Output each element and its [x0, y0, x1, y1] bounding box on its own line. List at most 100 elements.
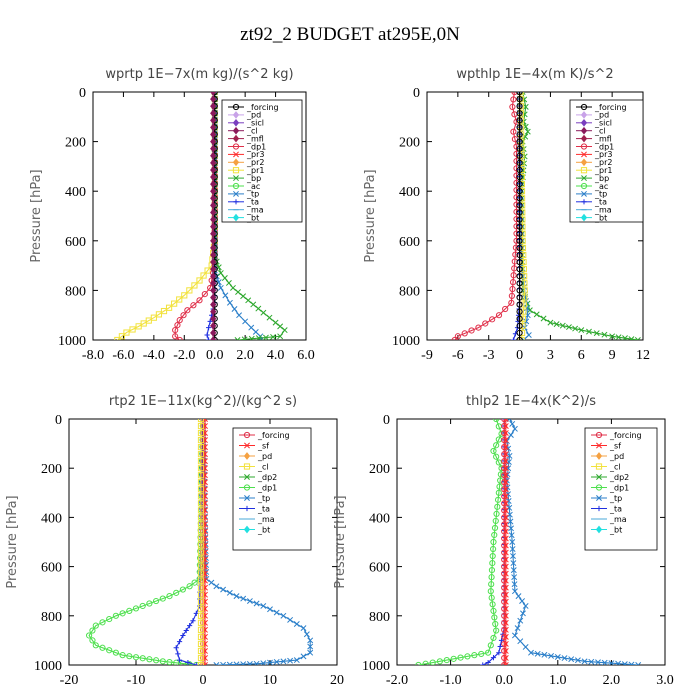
data-point — [197, 451, 205, 458]
legend-entry: _sf — [239, 441, 269, 450]
plot-frame — [92, 91, 307, 341]
data-point — [160, 307, 168, 315]
y-tick-label: 0 — [79, 86, 86, 101]
data-point — [443, 656, 450, 664]
data-point — [307, 649, 314, 656]
data-point — [520, 258, 527, 266]
series-dp1 — [415, 419, 505, 665]
data-point — [191, 282, 198, 289]
data-point — [516, 166, 523, 174]
data-point — [502, 521, 509, 528]
data-point — [533, 311, 540, 318]
legend-entry: _bp — [576, 174, 609, 183]
legend-entry: _pr1 — [228, 166, 264, 175]
panel-2: wpthlp 1E−4x(m K)/s^2 Pressure [hPa] -9 -6 -… — [363, 67, 650, 363]
data-point — [266, 314, 273, 321]
legend-entry: _ta — [591, 504, 622, 513]
legend-marker — [244, 474, 250, 480]
legend-marker — [596, 442, 602, 449]
x-tick-label: -6 — [452, 348, 464, 363]
legend-label: _dp1 — [609, 483, 629, 492]
legend: _forcing_sf _pd_cl _dp2_dp1 _tp_ta _ma_bt — [584, 427, 658, 551]
panel-1: wprtp 1E−7x(m kg)/(s^2 kg) Pressure [hPa]… — [29, 67, 315, 363]
data-point — [508, 292, 516, 300]
data-point — [522, 603, 529, 609]
legend-marker — [580, 111, 588, 119]
data-point — [210, 236, 217, 245]
data-point — [217, 270, 224, 276]
legend-marker — [232, 182, 240, 190]
data-point — [173, 589, 180, 596]
data-point — [502, 633, 509, 640]
panel-title: wprtp 1E−7x(m kg)/(s^2 kg) — [105, 67, 293, 82]
data-point — [153, 597, 160, 605]
y-tick-label: 200 — [399, 136, 420, 151]
legend-entry: _dp2 — [591, 473, 629, 482]
data-point — [165, 304, 173, 311]
data-point — [501, 465, 508, 472]
data-point — [502, 500, 509, 507]
data-point — [516, 117, 523, 124]
data-point — [210, 215, 217, 224]
x-tick-label: -20 — [60, 673, 79, 688]
data-point — [524, 128, 531, 135]
y-tick-label: 800 — [41, 610, 62, 625]
data-point — [179, 586, 186, 593]
data-point — [280, 612, 287, 619]
data-point — [210, 95, 217, 103]
data-point — [210, 229, 217, 238]
data-point — [516, 202, 523, 209]
data-point — [601, 331, 608, 338]
data-point — [507, 432, 514, 438]
legend-label: _dp2 — [257, 473, 277, 482]
data-point — [106, 647, 113, 654]
y-tick-label: 600 — [369, 561, 390, 576]
data-point — [516, 173, 523, 181]
data-point — [509, 285, 516, 293]
legend-entry: _ma — [228, 206, 264, 215]
legend-label: _bt — [257, 525, 270, 534]
data-point — [506, 452, 513, 459]
data-point — [197, 591, 205, 598]
legend-marker — [596, 474, 602, 480]
data-point — [197, 654, 205, 662]
data-point — [509, 546, 516, 552]
legend-marker — [580, 182, 588, 190]
data-point — [126, 607, 133, 614]
series-cl — [197, 419, 205, 665]
data-point — [172, 333, 179, 340]
data-point — [210, 109, 217, 118]
legend-marker — [243, 525, 251, 534]
data-point — [303, 631, 310, 638]
data-point — [492, 517, 499, 525]
y-tick-label: 600 — [41, 561, 62, 576]
legend-marker — [233, 151, 239, 158]
data-point — [501, 472, 508, 479]
data-point — [525, 332, 532, 338]
data-point — [491, 614, 498, 621]
data-point — [196, 277, 203, 284]
data-point — [548, 652, 555, 659]
data-point — [184, 307, 191, 314]
data-point — [515, 312, 522, 318]
data-point — [210, 187, 217, 196]
data-point — [475, 324, 482, 331]
data-point — [516, 258, 523, 266]
data-point — [516, 159, 523, 166]
data-point — [501, 556, 508, 563]
data-point — [210, 201, 217, 210]
data-point — [197, 598, 205, 605]
legend-entry: _ma — [576, 206, 612, 215]
data-point — [489, 559, 496, 567]
legend-label: _tp — [257, 494, 270, 503]
data-point — [510, 128, 517, 135]
data-point — [497, 643, 503, 650]
legend-label: _bt — [609, 525, 622, 534]
y-tick-label: 800 — [399, 284, 420, 299]
x-tick-label: 2.0 — [603, 673, 621, 688]
data-point — [220, 661, 227, 665]
legend-label: _ac — [594, 182, 608, 191]
y-tick-label: 800 — [65, 284, 86, 299]
data-point — [517, 638, 524, 645]
